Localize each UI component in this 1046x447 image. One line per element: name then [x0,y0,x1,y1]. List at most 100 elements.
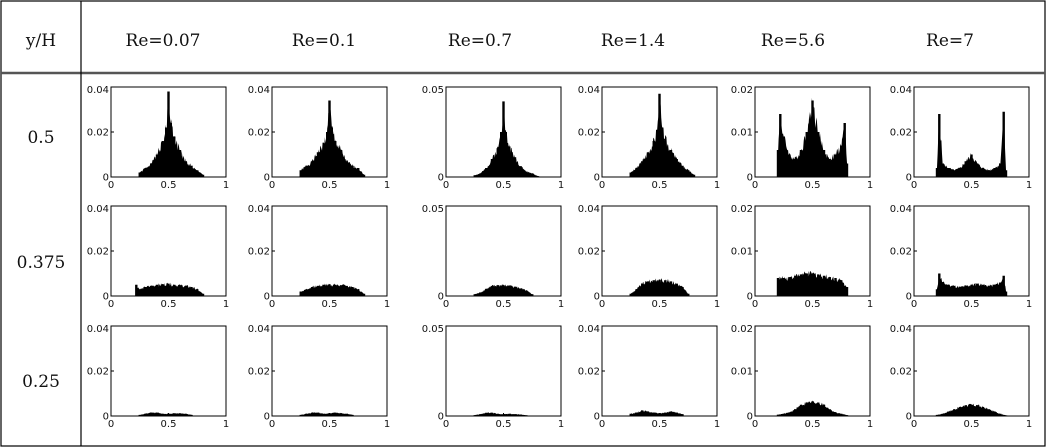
histogram-bar [138,414,141,417]
histogram-bar [664,138,667,177]
histogram-bar [652,141,655,177]
histogram-bar [138,172,141,177]
histogram-bar [834,412,837,416]
y-tick-label: 0.05 [422,204,444,215]
histogram-bar [981,168,985,177]
histogram-bar [635,289,638,296]
histogram-bar [981,407,985,416]
histogram-bar [845,163,849,177]
y-tick-label: 0.04 [890,204,912,215]
histogram-bar [1004,170,1008,177]
histogram-bar [687,293,690,296]
histogram-bar [362,174,366,177]
histogram-bar [1002,275,1005,296]
histogram-bar [339,285,343,296]
y-tick-label: 0.02 [578,247,600,258]
column-header-re-7: Re=7 [926,31,974,51]
x-tick-label: 0 [108,180,114,191]
histogram-panels: 0 0.5 100.020.040 0.5 100.020.040 0.5 100.050 0… [87,85,1032,430]
histogram-bar [173,136,176,177]
y-tick-label: 0.02 [578,367,600,378]
histogram-bar [805,273,808,296]
histogram-bar [981,284,985,296]
histogram-panel: 0 0.5 1 0 0.02 0.04 [578,324,720,430]
histogram-bar [178,285,182,296]
histogram-panel: 0 0.5 1 0 0.02 0.04 [248,324,390,430]
histogram-bar [502,285,505,296]
histogram-bar [178,150,182,177]
plot-frame [913,325,1030,417]
histogram-bar [681,165,684,177]
histogram-bar [692,174,696,177]
histogram-bar [485,168,488,177]
x-tick-label: 0.5 [496,299,512,310]
histogram-bar [840,413,843,416]
histogram-bar [299,291,302,296]
x-tick-label: 1 [384,419,390,430]
x-tick-label: 1 [384,180,390,191]
histogram-bar [799,404,803,416]
histogram-bar [811,401,814,416]
histogram-bar [782,278,785,296]
y-tick-label: 0 [264,173,270,184]
histogram-bar [828,277,831,296]
histogram-bar [357,289,360,296]
histogram-bar [305,165,308,177]
y-tick-label: 0 [438,292,444,303]
histogram-bar [776,414,780,416]
histogram-bar [351,287,354,296]
histogram-bar [201,293,205,296]
histogram-bar [664,412,667,417]
histogram-bar [799,150,803,177]
y-tick-label: 0 [103,173,109,184]
histogram-bar [987,170,990,177]
histogram-bar [473,294,476,296]
y-tick-label: 0 [747,292,753,303]
histogram-panel: 0 0.5 1 0 0.02 0.04 [248,85,390,191]
x-tick-label: 0 [108,419,114,430]
histogram-bar [664,280,667,296]
histogram-bar [500,132,503,177]
x-tick-label: 0 [443,299,449,310]
histogram-bar [794,159,797,177]
histogram-bar [299,414,302,417]
histogram-bar [334,284,337,296]
histogram-bar [993,284,996,296]
x-tick-label: 0 [443,180,449,191]
histogram-bar [496,148,499,177]
histogram-bar [947,284,950,296]
histogram-bar [681,287,684,296]
histogram-bar [345,161,348,177]
y-tick-label: 0 [906,292,912,303]
x-tick-label: 0.5 [964,419,980,430]
y-tick-label: 0.02 [248,128,270,139]
x-tick-label: 1 [223,419,229,430]
histogram-bar [513,414,517,416]
histogram-panel: 0 0.5 1 0 0.02 0.04 [578,204,720,310]
histogram-bar [817,274,820,296]
histogram-bar [805,402,808,416]
histogram-panel: 0 0.5 1 0 0.02 0.04 [890,85,1032,191]
histogram-bar [947,411,950,416]
x-tick-label: 0.5 [161,299,177,310]
x-tick-label: 1 [1026,299,1032,310]
column-header-re-1-4: Re=1.4 [601,31,665,51]
x-tick-label: 1 [558,419,564,430]
x-tick-label: 0.5 [964,299,980,310]
histogram-bar [161,413,164,416]
histogram-bar [776,150,780,177]
histogram-bar [508,146,511,177]
y-tick-label: 0.04 [578,324,600,335]
x-tick-label: 0.5 [161,180,177,191]
histogram-bar [970,154,973,177]
y-tick-label: 0.02 [87,367,109,378]
histogram-bar [169,123,172,177]
y-tick-label: 0.01 [731,247,753,258]
plot-frame [445,205,562,297]
histogram-bar [504,132,507,177]
histogram-bar [675,283,678,297]
histogram-bar [840,145,843,177]
histogram-bar [799,274,803,296]
histogram-bar [941,282,944,296]
x-tick-label: 1 [867,299,873,310]
